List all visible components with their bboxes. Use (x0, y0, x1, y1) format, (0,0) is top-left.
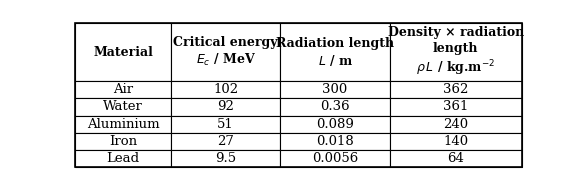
Bar (281, 116, 390, 133)
Text: 64: 64 (447, 152, 464, 165)
Bar (75, 133, 171, 150)
Text: Critical energy
$E_c$ / MeV: Critical energy $E_c$ / MeV (173, 36, 278, 68)
Bar (171, 116, 281, 133)
Bar (390, 116, 521, 133)
Bar (390, 81, 521, 98)
Bar (390, 150, 521, 167)
Text: Iron: Iron (109, 135, 137, 148)
Text: 51: 51 (217, 118, 234, 131)
Text: Aluminium: Aluminium (87, 118, 159, 131)
Text: 102: 102 (213, 83, 238, 96)
Bar (75, 81, 171, 98)
Bar (171, 23, 281, 81)
Bar (171, 150, 281, 167)
Text: 9.5: 9.5 (215, 152, 236, 165)
Text: 240: 240 (443, 118, 469, 131)
Bar (75, 116, 171, 133)
Text: Density × radiation
length
$\rho\,L$ / kg.m$^{-2}$: Density × radiation length $\rho\,L$ / k… (388, 26, 524, 78)
Bar (171, 81, 281, 98)
Text: 27: 27 (217, 135, 234, 148)
Text: Water: Water (103, 101, 143, 113)
Bar (75, 23, 171, 81)
Text: 140: 140 (443, 135, 469, 148)
Bar (171, 98, 281, 116)
Bar (390, 133, 521, 150)
Text: 0.089: 0.089 (316, 118, 354, 131)
Bar (390, 23, 521, 81)
Bar (281, 133, 390, 150)
Bar (281, 98, 390, 116)
Text: 0.0056: 0.0056 (312, 152, 359, 165)
Text: 0.36: 0.36 (320, 101, 350, 113)
Bar (281, 23, 390, 81)
Bar (75, 98, 171, 116)
Bar (390, 98, 521, 116)
Text: Material: Material (93, 46, 153, 59)
Text: 300: 300 (322, 83, 347, 96)
Text: Lead: Lead (107, 152, 140, 165)
Bar (281, 81, 390, 98)
Text: Air: Air (113, 83, 133, 96)
Bar (281, 150, 390, 167)
Bar (75, 150, 171, 167)
Text: 362: 362 (443, 83, 469, 96)
Text: 92: 92 (217, 101, 234, 113)
Text: Radiation length
$L$ / m: Radiation length $L$ / m (276, 37, 394, 68)
Text: 361: 361 (443, 101, 469, 113)
Bar (171, 133, 281, 150)
Text: 0.018: 0.018 (316, 135, 354, 148)
